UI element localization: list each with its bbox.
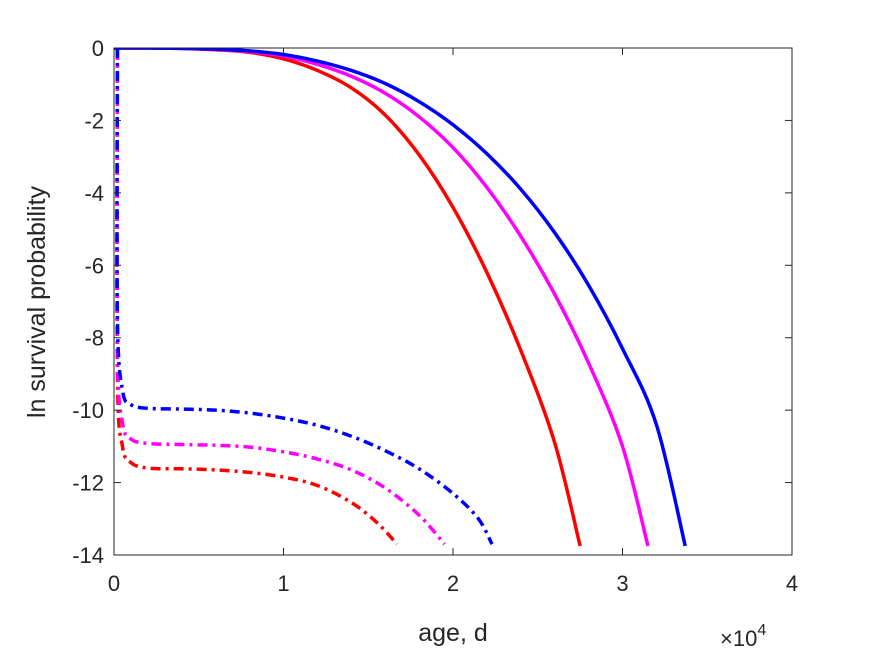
series-line-2 xyxy=(114,48,687,547)
x-tick-label: 0 xyxy=(108,571,120,596)
y-tick-label: 0 xyxy=(92,36,104,61)
y-axis-label: ln survival probability xyxy=(23,185,51,418)
y-tick-label: -6 xyxy=(84,253,104,278)
x-tick-label: 1 xyxy=(277,571,289,596)
tick-layer: 0 1 2 3 4 0 -2 -4 -6 -8 -10 -12 -14 xyxy=(72,36,798,596)
y-tick-label: -2 xyxy=(84,108,104,133)
y-tick-label: -8 xyxy=(84,326,104,351)
x-tick-label: 4 xyxy=(786,571,798,596)
x-tick-label: 2 xyxy=(447,571,459,596)
y-tick-label: -10 xyxy=(72,398,104,423)
x-tick-label: 3 xyxy=(616,571,628,596)
y-tick-label: -4 xyxy=(84,181,104,206)
y-tick-label: -12 xyxy=(72,471,104,496)
series-line-5 xyxy=(115,48,494,545)
series-layer xyxy=(114,48,687,547)
y-tick-label: -14 xyxy=(72,543,104,568)
x-axis-exponent: ×104 xyxy=(720,622,766,651)
x-axis-label: age, d xyxy=(418,619,488,647)
